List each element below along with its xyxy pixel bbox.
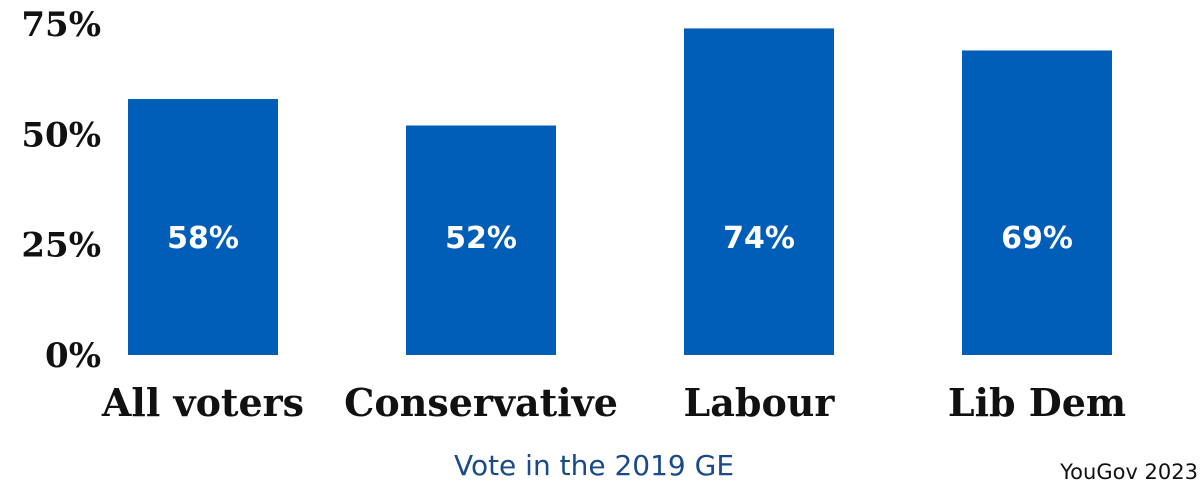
bar-value-label: 52%: [445, 221, 517, 256]
category-label: Labour: [684, 380, 836, 425]
y-tick-label: 25%: [21, 226, 101, 266]
category-label: All voters: [101, 380, 304, 425]
category-label: Conservative: [344, 380, 618, 425]
x-axis-title: Vote in the 2019 GE: [454, 449, 734, 482]
y-tick-label: 0%: [45, 336, 101, 376]
bars-group: [128, 28, 1112, 356]
bar: [128, 99, 278, 355]
bar-value-label: 74%: [723, 221, 795, 256]
category-label: Lib Dem: [948, 380, 1126, 425]
y-axis-ticks: 0% 25% 50% 75%: [21, 5, 101, 376]
bar: [684, 28, 834, 356]
bar-value-label: 58%: [167, 221, 239, 256]
bar: [962, 50, 1112, 355]
source-credit: YouGov 2023: [1059, 460, 1198, 484]
bar: [406, 125, 556, 355]
category-labels-group: All voters Conservative Labour Lib Dem: [101, 380, 1126, 425]
y-tick-label: 75%: [21, 5, 101, 45]
bar-value-label: 69%: [1001, 221, 1073, 256]
data-labels-group: 58% 52% 74% 69%: [167, 221, 1073, 256]
y-tick-label: 50%: [21, 115, 101, 155]
